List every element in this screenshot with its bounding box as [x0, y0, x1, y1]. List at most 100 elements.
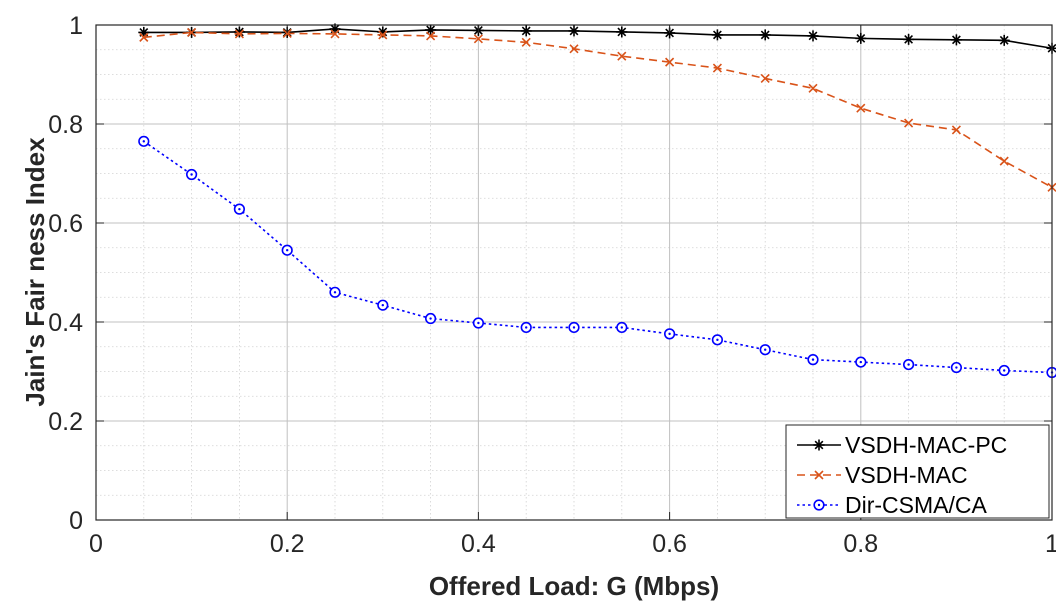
marker-dot [955, 366, 958, 369]
legend-marker [814, 470, 824, 480]
data-point [616, 321, 628, 334]
data-point [521, 37, 531, 47]
data-point [855, 356, 867, 368]
data-point [426, 31, 436, 41]
marker-dot [333, 291, 337, 294]
marker-dot [817, 503, 821, 507]
data-point [520, 321, 532, 334]
marker-stroke [569, 44, 579, 54]
marker-dot [477, 321, 480, 325]
data-point [377, 299, 389, 311]
data-point [998, 364, 1010, 377]
data-point [234, 29, 244, 39]
marker-dot [190, 173, 193, 176]
marker-stroke [617, 51, 627, 61]
data-point [999, 156, 1009, 166]
x-tick-label: 1 [1045, 530, 1056, 558]
legend-entry: Dir-CSMA/CA [797, 492, 987, 518]
legend-label: Dir-CSMA/CA [845, 492, 987, 518]
marker-stroke [951, 125, 961, 135]
marker-stroke [665, 57, 675, 67]
marker-stroke [234, 29, 244, 39]
legend-entry: VSDH-MAC-PC [797, 432, 1007, 458]
y-tick-label: 1 [69, 12, 83, 40]
data-point [616, 26, 628, 38]
x-axis-title: Offered Load: G (Mbps) [429, 571, 719, 601]
data-point [759, 344, 771, 356]
marker-stroke [521, 26, 531, 36]
data-point [378, 30, 388, 40]
marker-stroke [712, 63, 722, 73]
series-line [143, 140, 1053, 374]
y-tick-label: 0.6 [48, 210, 83, 238]
x-tick-label: 0.6 [652, 530, 687, 558]
marker-dot [1003, 369, 1006, 372]
data-point [856, 103, 866, 113]
series-group [138, 23, 1056, 379]
legend-entry: VSDH-MAC [797, 462, 968, 488]
data-point [998, 34, 1010, 46]
data-point [329, 286, 341, 298]
series-line [143, 31, 1053, 189]
y-tick-label: 0.4 [48, 309, 83, 337]
data-point [711, 334, 724, 346]
marker-stroke [856, 103, 866, 113]
marker-dot [381, 303, 384, 307]
y-tick-label: 0.8 [48, 111, 83, 139]
x-tick-label: 0.8 [843, 530, 878, 558]
marker-dot [811, 358, 815, 361]
marker-stroke [282, 28, 292, 38]
marker-stroke [617, 27, 627, 37]
data-point [425, 312, 437, 325]
marker-dot [286, 249, 289, 252]
marker-stroke [426, 31, 436, 41]
legend-label: VSDH-MAC [845, 462, 968, 488]
marker-stroke [951, 35, 961, 45]
marker-dot [142, 140, 145, 143]
marker-dot [572, 326, 576, 329]
data-point [520, 25, 532, 37]
marker-dot [429, 317, 432, 320]
marker-stroke [760, 30, 770, 40]
data-point [903, 33, 915, 45]
axes-box [95, 24, 1053, 521]
marker-stroke [521, 37, 531, 47]
marker-stroke [473, 34, 483, 44]
tick-labels: 0 0.2 0.4 0.6 0.8 1 0 0.2 0.4 0.6 0.8 1 [48, 12, 1056, 558]
legend-marker [813, 499, 825, 511]
marker-stroke [712, 30, 722, 40]
x-tick-label: 0.4 [461, 530, 496, 558]
x-tick-label: 0.2 [270, 530, 305, 558]
marker-stroke [330, 29, 340, 39]
data-point [138, 135, 150, 147]
legend: VSDH-MAC-PC VSDH-MAC Dir-CSMA/CA [785, 424, 1050, 519]
data-point [950, 361, 963, 374]
data-point [425, 24, 437, 36]
series-line [143, 28, 1053, 50]
data-point [568, 25, 580, 37]
data-point [186, 168, 198, 181]
marker-stroke [814, 440, 824, 450]
data-point [663, 328, 676, 340]
marker-stroke [187, 27, 197, 37]
legend-box [785, 424, 1050, 519]
marker-stroke [814, 470, 824, 480]
marker-stroke [760, 73, 770, 84]
marker-stroke [139, 32, 149, 42]
data-point [617, 51, 627, 61]
data-point [712, 63, 722, 73]
data-point [187, 27, 197, 37]
y-tick-label: 0 [69, 507, 83, 535]
data-point [139, 32, 149, 42]
data-point [568, 321, 580, 334]
y-axis-title: Jain's Fair ness Index [20, 137, 50, 407]
y-tick-label: 0.2 [48, 408, 83, 436]
legend-label: VSDH-MAC-PC [845, 432, 1007, 458]
data-point [759, 29, 771, 41]
data-point [951, 125, 961, 135]
data-point [902, 358, 915, 371]
marker-dot [716, 338, 719, 342]
marker-stroke [569, 26, 579, 36]
marker-dot [620, 326, 623, 329]
